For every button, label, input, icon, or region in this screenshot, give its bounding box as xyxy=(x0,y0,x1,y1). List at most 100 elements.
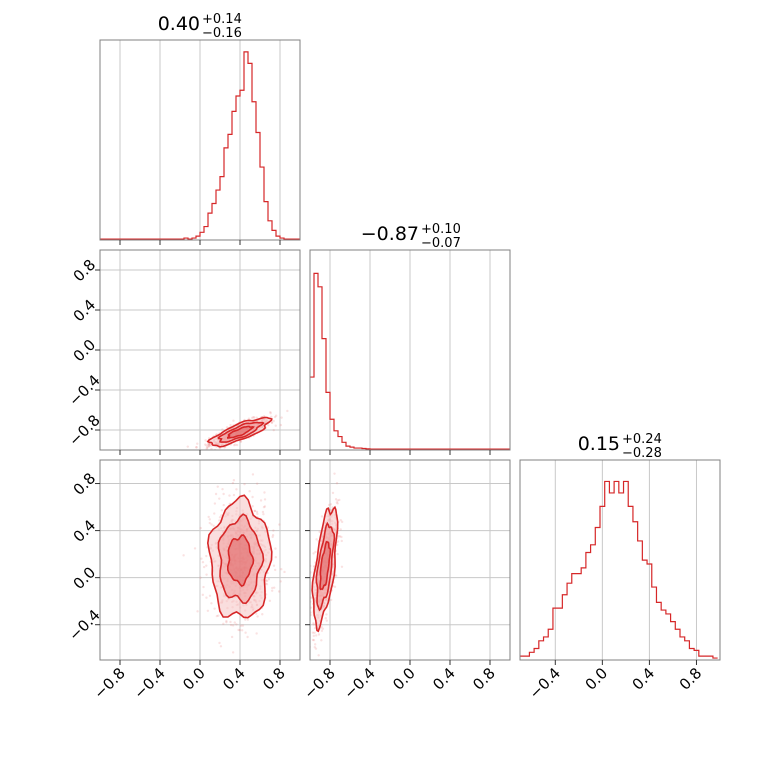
scatter-point xyxy=(207,442,210,446)
scatter-point xyxy=(270,421,274,424)
scatter-point xyxy=(255,482,259,485)
scatter-point xyxy=(221,487,224,491)
scatter-point xyxy=(193,547,197,550)
scatter-point xyxy=(243,482,246,486)
scatter-point xyxy=(202,565,206,569)
scatter-point xyxy=(205,573,208,576)
scatter-point xyxy=(279,580,282,583)
scatter-point xyxy=(235,623,238,626)
scatter-point xyxy=(182,554,185,557)
scatter-point xyxy=(339,519,342,522)
scatter-point xyxy=(205,444,208,447)
panel-frame xyxy=(519,459,721,661)
scatter-point xyxy=(253,509,256,513)
scatter-point xyxy=(210,447,213,450)
scatter-point xyxy=(208,445,211,448)
scatter-point xyxy=(222,503,225,507)
scatter-point xyxy=(321,627,325,630)
scatter-point xyxy=(314,550,317,554)
scatter-panel-p2_vs_p1: −0.8 −0.4 0.0 0.4 0.8 xyxy=(300,459,511,703)
scatter-point xyxy=(229,623,233,627)
scatter-point xyxy=(274,424,277,427)
scatter-point xyxy=(256,615,259,618)
scatter-point xyxy=(199,576,202,579)
scatter-point xyxy=(313,645,317,649)
scatter-point xyxy=(213,502,217,505)
scatter-point xyxy=(273,568,277,572)
y-tick-label: 0.0 xyxy=(70,563,100,593)
histogram-line xyxy=(520,480,718,659)
scatter-point xyxy=(252,416,255,419)
scatter-point xyxy=(338,535,342,538)
scatter-point xyxy=(278,523,281,526)
scatter-point xyxy=(261,613,264,616)
scatter-point xyxy=(340,539,343,543)
scatter-point xyxy=(238,628,242,632)
scatter-point xyxy=(335,481,339,485)
scatter-point xyxy=(256,512,259,516)
x-tick-label: −0.4 xyxy=(130,664,168,702)
scatter-point xyxy=(334,498,338,501)
contour-level xyxy=(227,425,255,439)
scatter-point xyxy=(270,415,273,419)
scatter-point xyxy=(223,451,225,453)
scatter-point xyxy=(331,491,335,495)
scatter-point xyxy=(239,624,243,627)
scatter-point xyxy=(317,633,321,636)
scatter-point xyxy=(241,624,245,627)
scatter-point xyxy=(206,609,210,612)
title-p1-minus: −0.07 xyxy=(421,236,461,251)
scatter-panel-p1_vs_p0: −0.8−0.40.00.40.8 xyxy=(65,249,301,455)
scatter-point xyxy=(221,428,224,431)
scatter-point xyxy=(255,510,259,514)
scatter-point xyxy=(222,622,225,626)
scatter-point xyxy=(311,631,315,634)
scatter-point xyxy=(312,622,315,625)
scatter-point xyxy=(325,613,328,616)
scatter-point xyxy=(225,426,229,429)
scatter-point xyxy=(240,629,244,632)
title-p2-value: 0.15 xyxy=(578,433,620,455)
scatter-point xyxy=(230,635,234,639)
scatter-point xyxy=(262,505,266,509)
x-tick-label: 0.4 xyxy=(219,664,249,694)
scatter-point xyxy=(272,564,276,567)
scatter-point xyxy=(261,510,265,514)
scatter-point xyxy=(214,492,218,496)
scatter-point xyxy=(265,579,269,583)
scatter-point xyxy=(218,516,222,519)
scatter-point xyxy=(265,583,269,586)
scatter-point xyxy=(320,639,323,642)
scatter-point xyxy=(201,560,205,564)
scatter-point xyxy=(213,607,216,610)
scatter-point xyxy=(271,533,275,537)
scatter-point xyxy=(235,443,239,447)
title-p1-value: −0.87 xyxy=(361,223,419,245)
scatter-point xyxy=(304,575,306,577)
scatter-point xyxy=(259,499,263,502)
scatter-point xyxy=(312,638,316,642)
hist-panel-p2: −0.4 0.0 0.4 0.8 xyxy=(519,459,721,703)
scatter-point xyxy=(222,492,225,496)
scatter-point xyxy=(205,554,208,558)
scatter-point xyxy=(325,619,328,622)
scatter-point xyxy=(311,638,315,642)
scatter-point xyxy=(312,552,315,555)
scatter-point xyxy=(244,631,247,634)
scatter-point xyxy=(207,443,210,447)
scatter-point xyxy=(231,624,235,627)
scatter-point xyxy=(210,602,213,605)
scatter-point xyxy=(320,515,324,518)
x-tick-label: 0.8 xyxy=(676,664,706,694)
scatter-point xyxy=(232,419,235,422)
scatter-point xyxy=(313,631,316,634)
scatter-point xyxy=(268,599,272,603)
scatter-point xyxy=(336,552,339,556)
scatter-point xyxy=(218,497,221,500)
scatter-point xyxy=(229,620,232,624)
x-tick-label: −0.4 xyxy=(340,664,378,702)
scatter-point xyxy=(318,530,321,534)
y-tick-label: 0.4 xyxy=(70,516,100,546)
scatter-point xyxy=(280,568,283,571)
scatter-point xyxy=(283,570,286,574)
